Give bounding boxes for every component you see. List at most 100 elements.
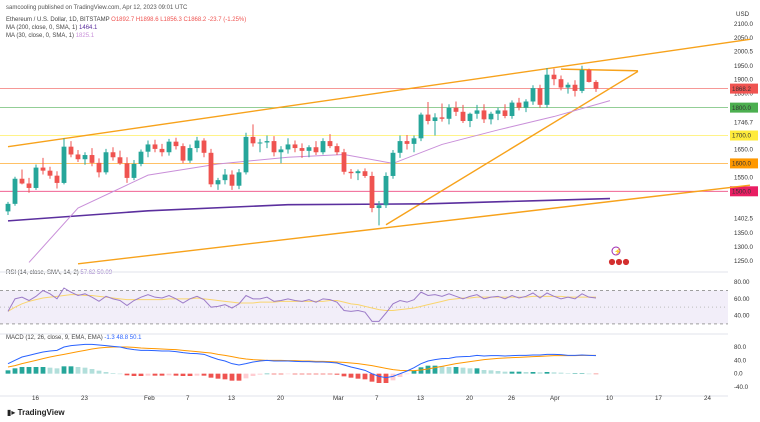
time-axis-tick: Mar	[333, 395, 344, 402]
macd-histogram-bar	[250, 373, 256, 376]
macd-histogram-bar	[572, 373, 578, 374]
price-axis-tick: 1350.0	[734, 230, 753, 237]
candle-body	[173, 141, 179, 147]
macd-histogram-bar	[166, 373, 172, 376]
macd-histogram-bar	[516, 371, 522, 374]
macd-histogram-bar	[327, 373, 333, 375]
time-axis-tick: 24	[704, 395, 711, 402]
price-axis-tick: 1250.0	[734, 258, 753, 265]
macd-histogram-bar	[145, 373, 151, 376]
candle-body	[502, 110, 508, 116]
macd-histogram-bar	[481, 370, 487, 374]
macd-label: MACD (12, 26, close, 9, EMA, EMA)	[6, 335, 103, 341]
ma200-line	[7, 197, 611, 222]
candle-body	[264, 141, 270, 143]
candle-body	[537, 88, 543, 105]
candle-body	[306, 147, 312, 151]
macd-histogram-bar	[411, 370, 417, 374]
candle-body	[481, 110, 487, 120]
macd-histogram-bar	[229, 373, 235, 381]
candle-body	[12, 178, 18, 204]
macd-histogram-bar	[75, 367, 81, 374]
candle-body	[250, 136, 256, 144]
price-axis-tick: 2000.5	[734, 49, 753, 56]
price-level-label: 1700.0	[732, 133, 751, 140]
macd-histogram-bar	[278, 373, 284, 375]
price-axis-tick: 1300.0	[734, 244, 753, 251]
candle-body	[110, 152, 116, 158]
macd-histogram-bar	[369, 373, 375, 382]
candle-body	[145, 144, 151, 152]
tradingview-logo[interactable]: ▮▸ TradingView	[7, 408, 65, 417]
candle-body	[376, 205, 382, 209]
macd-histogram-bar	[488, 370, 494, 374]
candle-body	[159, 148, 165, 153]
macd-histogram-bar	[467, 368, 473, 374]
price-axis-tick: 1900.0	[734, 77, 753, 84]
ma30-value: 1825.1	[75, 33, 95, 39]
macd-histogram-bar	[131, 373, 137, 376]
macd-histogram-bar	[159, 373, 165, 376]
candle-body	[117, 157, 123, 164]
macd-histogram-bar	[173, 373, 179, 376]
price-level-tag	[730, 130, 758, 141]
time-axis-tick: 16	[32, 395, 39, 402]
macd-histogram-bar	[404, 373, 410, 375]
macd-histogram-bar	[68, 366, 74, 374]
candle-body	[453, 107, 459, 112]
candle-body	[369, 175, 375, 209]
candle-body	[40, 167, 46, 171]
rsi-values: 57.62 50.09	[80, 270, 113, 276]
macd-histogram-bar	[12, 368, 18, 374]
macd-histogram-bar	[530, 372, 536, 374]
macd-histogram-bar	[460, 367, 466, 374]
macd-histogram-bar	[124, 373, 130, 376]
price-axis-unit: USD	[736, 11, 750, 18]
macd-histogram-bar	[103, 372, 109, 374]
candle-body	[558, 79, 564, 88]
macd-histogram-bar	[383, 373, 389, 383]
candle-body	[397, 141, 403, 153]
candle-body	[75, 154, 81, 160]
candle-body	[271, 141, 277, 153]
macd-histogram-bar	[96, 370, 102, 374]
candle-body	[579, 69, 585, 91]
macd-histogram-bar	[523, 372, 529, 374]
macd-histogram-bar	[187, 373, 193, 376]
macd-histogram-bar	[236, 373, 242, 381]
time-axis-tick: 7	[186, 395, 190, 402]
macd-signal-line	[7, 346, 596, 372]
macd-histogram-bar	[47, 367, 53, 374]
candle-body	[425, 114, 431, 122]
candle-body	[215, 180, 221, 185]
candle-body	[446, 107, 452, 119]
candle-body	[54, 175, 60, 183]
rsi-label: RSI (14, close, SMA, 14, 2)	[6, 270, 79, 276]
candle-body	[89, 155, 95, 163]
macd-histogram-bar	[243, 373, 249, 379]
macd-histogram-bar	[579, 373, 585, 374]
candle-body	[418, 114, 424, 139]
candle-body	[26, 183, 32, 188]
time-axis-tick: 20	[277, 395, 284, 402]
macd-histogram-bar	[502, 371, 508, 374]
macd-histogram-bar	[439, 366, 445, 374]
candle-body	[131, 163, 137, 178]
ma30-line	[28, 100, 611, 263]
ma30-label: MA (30, close, 0, SMA, 1)	[6, 33, 75, 39]
macd-histogram-bar	[537, 372, 543, 374]
macd-histogram-bar	[376, 373, 382, 383]
candle-body	[82, 155, 88, 160]
candle-body	[236, 172, 242, 186]
candle-body	[516, 102, 522, 108]
us-flag-event-icon	[608, 258, 616, 266]
macd-histogram-bar	[551, 372, 557, 374]
macd-histogram-bar	[194, 373, 200, 376]
macd-histogram-bar	[348, 373, 354, 378]
macd-histogram-bar	[5, 370, 11, 374]
candle-body	[383, 175, 389, 206]
macd-histogram-bar	[334, 373, 340, 375]
candle-body	[460, 111, 466, 122]
time-axis-tick: Apr	[550, 395, 560, 402]
